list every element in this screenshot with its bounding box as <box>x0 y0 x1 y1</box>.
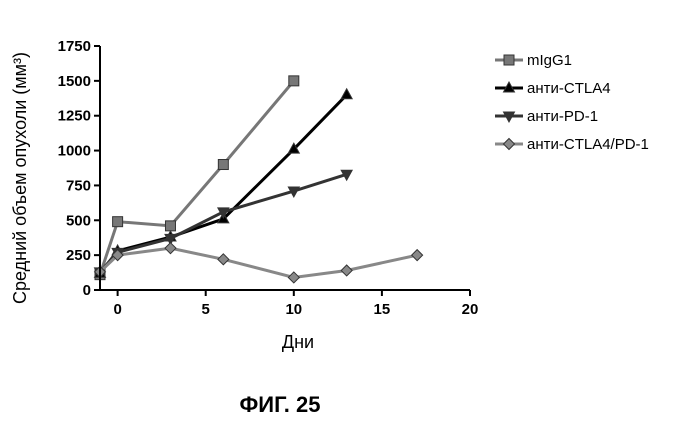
data-point <box>218 254 229 265</box>
figure-caption: ФИГ. 25 <box>0 392 560 418</box>
series-line <box>100 248 417 277</box>
legend-marker <box>504 139 515 150</box>
y-tick-label: 500 <box>66 212 91 229</box>
data-point <box>165 221 175 231</box>
y-tick-label: 0 <box>83 282 91 299</box>
x-tick-label: 20 <box>462 301 479 318</box>
data-point <box>113 217 123 227</box>
x-axis-title: Дни <box>282 332 314 352</box>
data-point <box>341 89 352 99</box>
y-tick-label: 1250 <box>58 108 91 125</box>
x-tick-label: 0 <box>113 301 121 318</box>
y-tick-label: 1500 <box>58 73 91 90</box>
legend-marker <box>504 55 514 65</box>
y-tick-label: 1000 <box>58 143 91 160</box>
plot-area <box>95 76 423 283</box>
data-point <box>288 272 299 283</box>
legend-label: mIgG1 <box>527 52 572 69</box>
axes: 0 250 500 750 1000 1250 1500 1750 0 5 10 15 20 <box>58 38 479 318</box>
y-tick-label: 750 <box>66 177 91 194</box>
y-tick-label: 1750 <box>58 38 91 55</box>
legend-label: анти-PD-1 <box>527 108 598 125</box>
data-point <box>341 265 352 276</box>
x-tick-label: 5 <box>202 301 210 318</box>
series-4 <box>95 243 423 283</box>
y-tick-label: 250 <box>66 247 91 264</box>
legend: mIgG1 анти-CTLA4 анти-PD-1 анти-CTLA4/PD-1 <box>495 52 649 153</box>
data-point <box>165 243 176 254</box>
y-axis-title: Средний объем опухоли (мм³) <box>10 52 30 304</box>
legend-label: анти-CTLA4/PD-1 <box>527 136 649 153</box>
data-point <box>289 76 299 86</box>
legend-label: анти-CTLA4 <box>527 80 611 97</box>
data-point <box>218 160 228 170</box>
data-point <box>412 250 423 261</box>
x-tick-label: 10 <box>285 301 302 318</box>
x-tick-label: 15 <box>374 301 391 318</box>
